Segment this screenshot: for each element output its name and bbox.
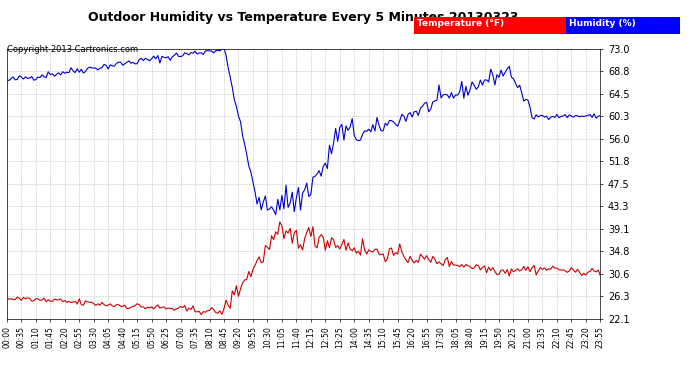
Text: Temperature (°F): Temperature (°F) (417, 19, 504, 28)
Text: Humidity (%): Humidity (%) (569, 19, 636, 28)
Text: Copyright 2013 Cartronics.com: Copyright 2013 Cartronics.com (7, 45, 138, 54)
Text: Outdoor Humidity vs Temperature Every 5 Minutes 20130323: Outdoor Humidity vs Temperature Every 5 … (88, 11, 519, 24)
